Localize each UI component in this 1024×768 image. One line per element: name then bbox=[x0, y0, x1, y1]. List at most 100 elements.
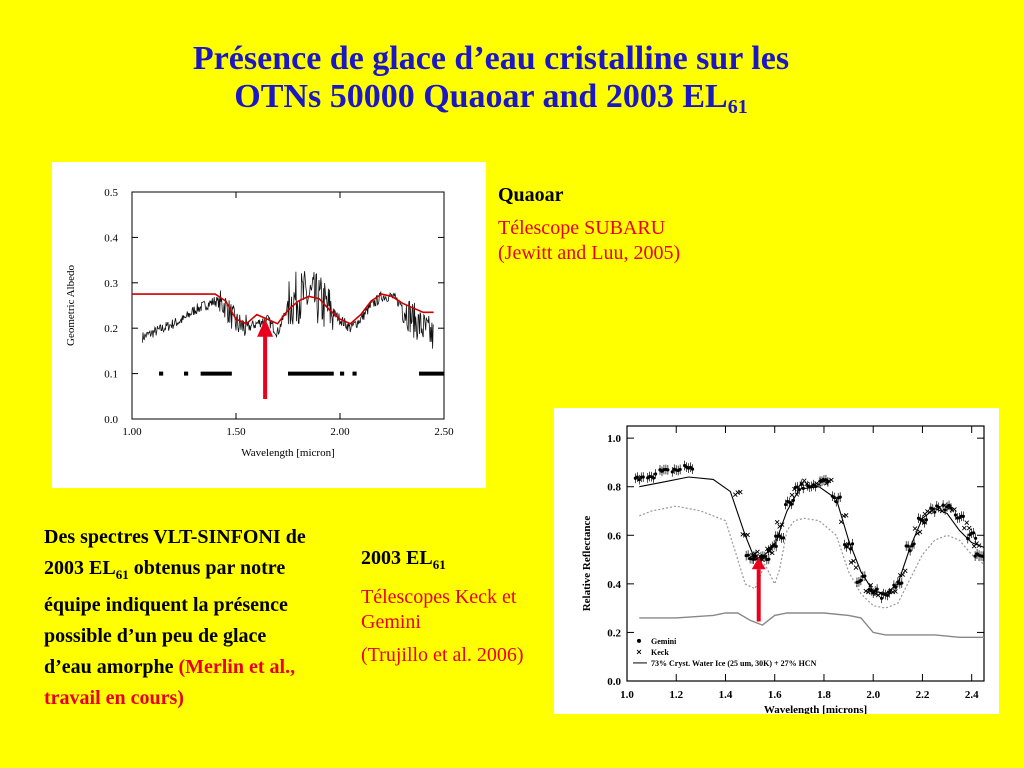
keck-point bbox=[774, 519, 780, 525]
gemini-point bbox=[774, 544, 778, 548]
gemini-point bbox=[943, 508, 947, 512]
gemini-point bbox=[637, 478, 641, 482]
gemini-point bbox=[869, 589, 873, 593]
keck-point bbox=[893, 589, 898, 594]
model-line bbox=[639, 476, 985, 595]
y-tick-label: 0.4 bbox=[104, 232, 118, 244]
x-tick-label: 1.00 bbox=[122, 426, 142, 438]
y-axis-label: Relative Reflectance bbox=[581, 516, 593, 612]
gemini-point bbox=[824, 478, 828, 482]
gemini-point bbox=[885, 593, 890, 598]
x-tick-label: 2.00 bbox=[330, 426, 350, 438]
gemini-point bbox=[981, 554, 985, 558]
x-axis-label: Wavelength [micron] bbox=[241, 447, 335, 459]
gemini-point bbox=[910, 544, 914, 548]
keck-point bbox=[917, 529, 923, 535]
gemini-point bbox=[924, 518, 928, 522]
gemini-point bbox=[875, 587, 879, 591]
keck-point bbox=[848, 560, 854, 565]
gemini-point bbox=[892, 583, 896, 587]
keck-point bbox=[843, 512, 849, 518]
gemini-point bbox=[641, 475, 645, 479]
quaoar-label-block: Quaoar Télescope SUBARU (Jewitt and Luu,… bbox=[498, 183, 748, 266]
model-gray-line bbox=[639, 612, 984, 639]
el61-reference: (Trujillo et al. 2006) bbox=[361, 644, 524, 666]
x-tick-label: 1.2 bbox=[669, 689, 683, 701]
keck-point bbox=[829, 477, 834, 483]
gemini-point bbox=[974, 536, 978, 540]
y-axis-label: Geometric Albedo bbox=[65, 265, 77, 346]
gemini-point bbox=[832, 495, 836, 500]
x-tick-label: 1.0 bbox=[620, 689, 634, 701]
keck-point bbox=[755, 549, 760, 555]
gemini-point bbox=[783, 502, 788, 507]
title-line-1: Présence de glace d’eau cristalline sur … bbox=[192, 40, 790, 77]
el61-chart: 0.0 0.2 0.4 0.6 0.8 1.0 1.0 1.2 1.4 1.6 1.8 2.0 2.2 2… bbox=[581, 425, 985, 716]
gemini-point bbox=[859, 578, 863, 583]
keck-point bbox=[769, 550, 775, 556]
legend-gemini-label: Gemini bbox=[651, 637, 677, 646]
el61-chart-panel: 0.0 0.2 0.4 0.6 0.8 1.0 1.0 1.2 1.4 1.6 1.8 2.0 2.2 2… bbox=[554, 408, 999, 716]
plot-frame bbox=[131, 191, 445, 420]
gemini-point bbox=[961, 514, 965, 518]
gemini-point bbox=[843, 542, 847, 547]
keck-point bbox=[799, 481, 805, 487]
gemini-point bbox=[801, 486, 805, 490]
keck-point bbox=[762, 554, 768, 560]
keck-point bbox=[875, 592, 881, 598]
quaoar-chart-panel: 0.0 0.1 0.2 0.3 0.4 0.5 1.00 1.50 2.00 2.50 Wavele… bbox=[52, 162, 486, 488]
keck-point bbox=[853, 565, 859, 570]
gemini-point bbox=[920, 518, 925, 522]
keck-point bbox=[819, 477, 824, 483]
gemini-point bbox=[900, 581, 904, 585]
quaoar-reference: (Jewitt and Luu, 2005) bbox=[498, 242, 681, 264]
description-subscript: 61 bbox=[115, 567, 129, 582]
gemini-point bbox=[879, 596, 884, 600]
slide-title: Présence de glace d’eau cristalline sur … bbox=[0, 40, 982, 117]
title-line-2-text: OTNs 50000 Quaoar and 2003 EL bbox=[234, 78, 728, 115]
x-tick-label: 1.4 bbox=[719, 689, 733, 701]
data-series-black bbox=[142, 271, 434, 349]
legend-keck-marker bbox=[636, 649, 642, 655]
keck-point bbox=[942, 503, 947, 508]
gemini-point bbox=[651, 476, 656, 480]
gemini-point bbox=[846, 542, 851, 546]
gemini-point bbox=[850, 542, 855, 546]
keck-point bbox=[927, 509, 933, 515]
x-tick-label: 2.50 bbox=[434, 426, 454, 438]
keck-point bbox=[737, 489, 743, 495]
gemini-point bbox=[797, 488, 801, 492]
gemini-point bbox=[972, 531, 976, 535]
keck-point bbox=[865, 589, 871, 595]
gemini-point bbox=[906, 544, 910, 548]
gemini-point bbox=[912, 542, 916, 546]
gemini-point bbox=[666, 468, 670, 472]
gemini-point bbox=[789, 502, 794, 506]
el61-telescope: Télescopes Keck et Gemini bbox=[361, 586, 517, 633]
keck-point bbox=[740, 531, 746, 537]
keck-point bbox=[915, 531, 920, 536]
x-axis-label: Wavelength [microns] bbox=[764, 704, 867, 714]
el61-heading-subscript: 61 bbox=[432, 557, 446, 572]
keck-point bbox=[902, 568, 908, 574]
el61-label-block: 2003 EL61 Télescopes Keck et Gemini (Tru… bbox=[361, 546, 541, 668]
keck-point bbox=[777, 524, 782, 529]
legend-model-label: 73% Cryst. Water Ice (25 um, 30K) + 27% … bbox=[651, 659, 817, 668]
y-tick-label: 0.0 bbox=[104, 414, 118, 426]
keck-point bbox=[966, 525, 972, 531]
x-tick-label: 2.2 bbox=[916, 689, 930, 701]
gemini-point bbox=[908, 549, 912, 553]
x-tick-label: 2.4 bbox=[965, 689, 979, 701]
gemini-point bbox=[781, 536, 786, 540]
gemini-point bbox=[635, 475, 639, 479]
title-line-2: OTNs 50000 Quaoar and 2003 EL61 bbox=[0, 78, 982, 117]
keck-point bbox=[851, 558, 856, 564]
red-arrow-head bbox=[257, 318, 274, 337]
description-text: Des spectres VLT-SINFONI de 2003 EL61 ob… bbox=[44, 522, 306, 714]
keck-point bbox=[826, 478, 832, 484]
keck-point bbox=[964, 520, 970, 526]
x-tick-label: 1.50 bbox=[226, 426, 246, 438]
gemini-point bbox=[778, 534, 782, 538]
gemini-point bbox=[933, 510, 937, 514]
keck-point bbox=[868, 582, 874, 588]
